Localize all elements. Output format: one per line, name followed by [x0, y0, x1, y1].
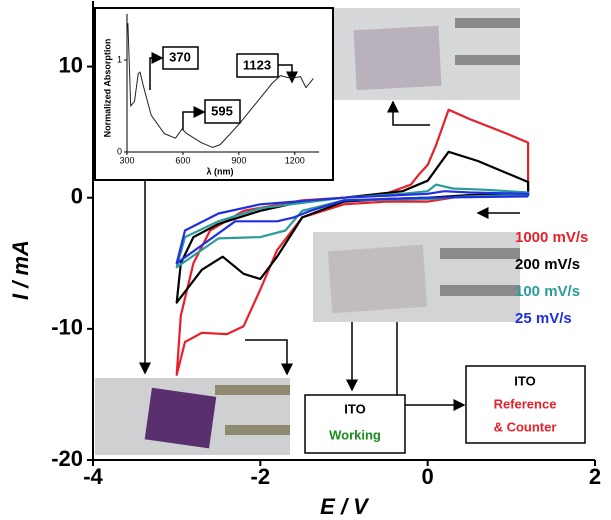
legend-label: 100 mV/s	[515, 283, 580, 300]
x-tick-label: 600	[175, 155, 190, 165]
inset-frame	[94, 7, 334, 181]
box-label: ITO	[514, 373, 535, 388]
photo-bottom	[95, 378, 290, 455]
x-tick-label: 1200	[285, 155, 305, 165]
inset-x-label: λ (nm)	[207, 166, 234, 176]
y-tick-label: 1	[117, 54, 122, 64]
peak-label: 370	[169, 49, 191, 64]
y-tick-label: 10	[59, 52, 83, 77]
x-tick-label: 2	[589, 464, 601, 489]
box-label: Working	[329, 427, 381, 442]
legend-label: 200 mV/s	[515, 256, 580, 273]
peak-box	[204, 99, 241, 124]
y-tick-label: -20	[51, 446, 83, 471]
data-line	[175, 190, 530, 265]
y-tick-label: 0	[117, 146, 122, 156]
x-axis-label: E / V	[320, 494, 370, 519]
ito-reference-box	[465, 365, 586, 444]
inset-y-label: Normalized Absorption	[102, 39, 112, 138]
peak-box	[236, 53, 279, 78]
box-label: ITO	[344, 401, 365, 416]
peak-box	[162, 46, 199, 70]
legend-label: 25 mV/s	[515, 310, 572, 327]
x-tick-label: 0	[422, 464, 434, 489]
y-axis-label: I / mA	[8, 240, 33, 300]
box-label: Reference	[494, 396, 557, 411]
y-tick-label: -10	[51, 315, 83, 340]
y-tick-label: 0	[71, 184, 83, 209]
photo-top	[330, 8, 520, 100]
arrows	[139, 52, 520, 411]
x-tick-label: 900	[231, 155, 246, 165]
data-line	[127, 23, 314, 148]
peak-label: 1123	[243, 57, 271, 72]
x-tick-label: 300	[119, 155, 134, 165]
peak-label: 595	[211, 103, 233, 118]
ito-working-box	[304, 394, 406, 454]
box-label: & Counter	[494, 419, 557, 434]
x-tick-label: -4	[83, 464, 103, 489]
legend-label: 1000 mV/s	[515, 229, 588, 246]
photo-middle	[313, 232, 520, 322]
x-tick-label: -2	[251, 464, 271, 489]
